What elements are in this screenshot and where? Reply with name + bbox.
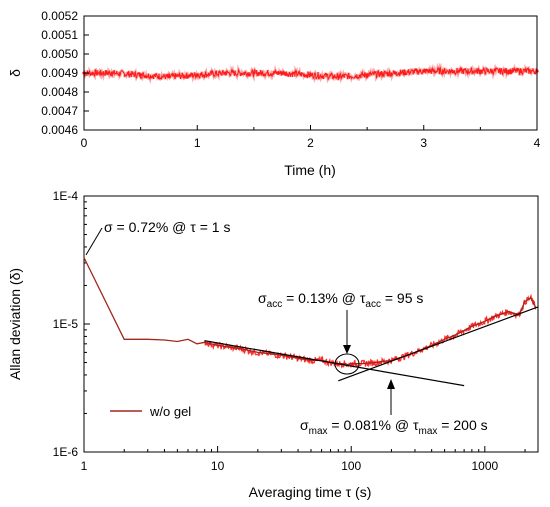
annotation-sigma-acc: σacc = 0.13% @ τacc = 95 s <box>258 290 423 310</box>
bottom-y-ticks: 1E-6 1E-5 1E-4 <box>53 189 90 459</box>
bottom-series <box>83 257 539 387</box>
top-y-axis-label: δ <box>7 69 23 77</box>
top-series-point <box>110 71 114 75</box>
top-x-tick-label: 2 <box>307 136 314 150</box>
top-series-point <box>365 73 369 77</box>
bottom-y-tick-label: 1E-6 <box>53 445 79 459</box>
top-series-point <box>252 71 256 75</box>
legend-label-w-o-gel: w/o gel <box>149 404 191 419</box>
top-data-band <box>82 62 539 85</box>
top-series-point <box>422 69 426 73</box>
top-series-point <box>308 73 313 77</box>
bottom-y-axis-label: Allan deviation (δ) <box>7 268 23 380</box>
top-x-axis-label: Time (h) <box>284 162 336 178</box>
top-x-tick-label: 3 <box>420 136 427 150</box>
ann2-mid: = 0.13% @ <box>282 290 360 306</box>
top-series-point <box>478 69 482 73</box>
bottom-x-tick-label: 1000 <box>471 459 498 473</box>
ann3-sigma: σ <box>300 417 309 433</box>
top-y-tick-label: 0.0051 <box>41 28 78 42</box>
annotation-acc-arrowhead <box>343 345 351 354</box>
top-series-point <box>139 73 143 77</box>
top-series-point <box>223 71 228 75</box>
annotation-max-arrowhead <box>387 379 395 389</box>
ann3-tau: τ <box>413 417 419 433</box>
top-x-tick-label: 0 <box>81 136 88 150</box>
ann2-tau: τ <box>360 290 366 306</box>
ann2-sigma-sub: acc <box>267 299 283 310</box>
top-series-point <box>280 71 284 75</box>
top-x-ticks: 0 1 2 3 4 <box>81 125 541 150</box>
legend: w/o gel <box>110 404 191 419</box>
bottom-series-w-o-gel <box>83 257 537 366</box>
ann3-sigma-sub: max <box>309 426 328 437</box>
bottom-fit-line-1 <box>204 340 465 387</box>
bottom-chart: 1 10 100 1000 1E-6 1E-5 1E-4 Averaging time τ… <box>7 189 539 500</box>
top-series-point <box>507 69 511 73</box>
top-series-line <box>83 66 538 81</box>
top-y-tick-label: 0.0046 <box>41 123 78 137</box>
top-y-ticks: 0.0046 0.0047 0.0048 0.0049 0.0050 0.0051 0.00… <box>41 9 89 137</box>
bottom-x-tick-label: 100 <box>341 459 361 473</box>
annotation-sigma-max: σmax = 0.081% @ τmax = 200 s <box>300 417 488 437</box>
top-y-tick-label: 0.0052 <box>41 9 78 23</box>
top-series-point <box>450 69 454 73</box>
ann2-sigma: σ <box>258 290 267 306</box>
annotation-initial-sigma: σ = 0.72% @ τ = 1 s <box>104 219 230 235</box>
ann2-end: = 95 s <box>381 290 423 306</box>
top-series-point <box>393 71 398 75</box>
bottom-y-tick-label: 1E-5 <box>53 317 79 331</box>
annotation-initial-arrow <box>85 227 103 256</box>
bottom-x-ticks: 1 10 100 1000 <box>81 446 526 473</box>
top-x-tick-label: 4 <box>534 136 541 150</box>
bottom-fit-line-2 <box>338 306 539 382</box>
bottom-y-tick-label: 1E-4 <box>53 189 79 203</box>
ann3-mid: = 0.081% @ <box>328 417 413 433</box>
bottom-x-tick-label: 10 <box>211 459 225 473</box>
bottom-x-tick-label: 1 <box>81 459 88 473</box>
bottom-x-axis-label: Averaging time τ (s) <box>249 484 372 500</box>
top-series-point <box>195 73 199 77</box>
top-y-tick-label: 0.0050 <box>41 47 78 61</box>
ann2-tau-sub: acc <box>365 299 381 310</box>
ann3-tau-sub: max <box>419 426 438 437</box>
annotation-acc-circle <box>334 353 360 375</box>
top-series-point <box>167 75 171 79</box>
top-x-tick-label: 1 <box>194 136 201 150</box>
top-y-tick-label: 0.0049 <box>41 66 78 80</box>
top-y-tick-label: 0.0048 <box>41 85 78 99</box>
ann3-end: = 200 s <box>437 417 487 433</box>
top-series-point <box>337 75 341 79</box>
top-y-tick-label: 0.0047 <box>41 104 78 118</box>
